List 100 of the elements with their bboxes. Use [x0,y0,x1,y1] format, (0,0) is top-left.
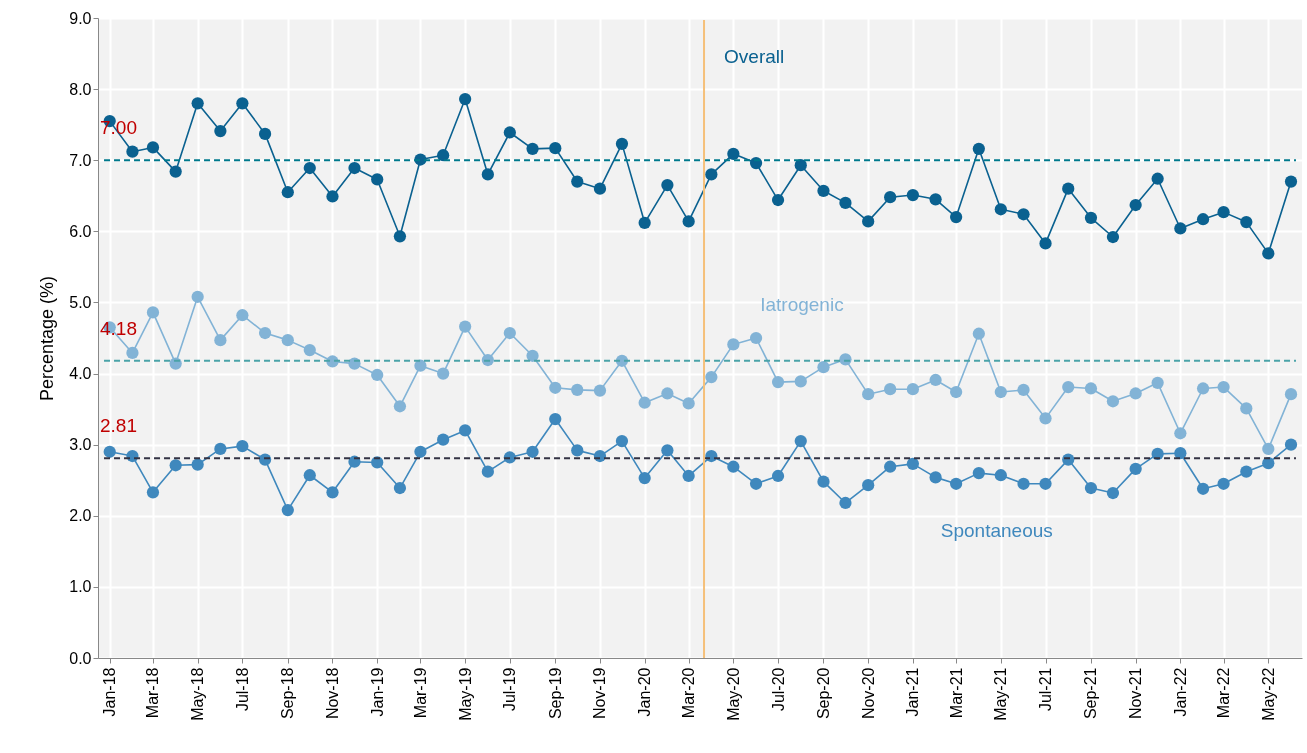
point [949,477,963,490]
point [459,424,472,437]
x-tick-label: May-18 [189,667,207,721]
x-tick-label: Jan-18 [101,667,119,717]
series-label: Spontaneous [940,520,1053,542]
point [191,290,204,303]
point [817,361,830,374]
point [549,412,562,426]
x-tick-label: Sep-21 [1082,667,1100,720]
x-tick-label: Nov-20 [859,667,877,720]
point [371,173,384,186]
point [1196,213,1210,226]
point [727,338,740,351]
point [839,196,852,209]
point [1284,438,1298,451]
point [571,383,584,397]
x-tick-label: May-19 [456,667,474,721]
ref-line-label: 2.81 [100,415,137,437]
point [727,460,740,473]
y-axis-title: Percentage (%) [37,275,58,402]
x-tick-label: Sep-20 [814,667,832,720]
point [682,397,695,410]
y-tick-label: 7.0 [69,151,92,169]
x-tick-label: Jan-21 [904,667,922,717]
series-label: Iatrogenic [760,293,844,315]
point [661,387,674,400]
point [771,469,785,483]
point [236,97,249,110]
point [771,375,785,389]
point [326,190,339,203]
point [169,165,182,178]
point [794,435,807,448]
x-tick-label: Mar-22 [1215,667,1233,719]
point [1151,376,1164,389]
point [236,439,249,453]
point [1217,380,1230,394]
point [794,375,807,388]
point [972,327,985,340]
point [303,469,316,482]
x-tick-label: Jan-19 [368,667,386,717]
point [1262,442,1275,456]
point [906,383,919,396]
point [1039,477,1052,490]
y-tick-label: 9.0 [69,9,92,27]
ref-line-label: 4.18 [100,317,137,339]
point [303,343,316,357]
point [1174,222,1187,235]
point [393,400,407,413]
point [526,142,539,155]
point [437,149,450,162]
point [705,371,718,384]
x-tick-label: Sep-19 [546,667,564,720]
point [459,320,472,333]
point [638,471,651,485]
point [1017,383,1030,397]
point [126,145,139,158]
point [281,186,294,199]
point [549,381,562,394]
point [258,127,272,141]
point [1262,247,1275,260]
x-tick-label: Nov-19 [591,667,609,720]
y-tick-label: 6.0 [69,222,92,240]
point [1284,388,1298,401]
point [1084,481,1098,495]
point [571,175,584,188]
point [949,211,963,224]
text: Overall [724,46,785,68]
y-tick-label: 3.0 [69,436,92,454]
point [1129,198,1142,212]
x-tick-label: Sep-18 [279,667,297,720]
point [281,503,294,517]
point [994,385,1007,399]
point [1174,447,1187,460]
point [972,142,985,155]
x-tick-label: Mar-18 [144,667,162,719]
y-tick-label: 0.0 [69,649,92,667]
point [615,137,629,150]
point [1017,477,1030,490]
point [972,467,985,480]
point [549,142,562,155]
x-tick-label: May-20 [724,667,742,721]
y-tick-label: 1.0 [69,578,92,596]
point [682,215,695,228]
x-tick-label: Jan-20 [636,667,654,717]
y-tick-label: 2.0 [69,507,92,525]
x-tick-label: Mar-20 [680,667,698,719]
point [1196,382,1210,395]
point [1106,230,1120,244]
point [906,188,919,202]
point [862,479,875,492]
point [214,124,227,138]
point [326,486,339,499]
point [615,435,629,448]
point [705,168,718,181]
point [146,141,160,154]
point [1106,395,1120,408]
point [191,97,204,110]
x-tick-label: Jul-20 [769,667,787,712]
point [794,159,807,172]
x-tick-label: Nov-18 [324,667,341,720]
